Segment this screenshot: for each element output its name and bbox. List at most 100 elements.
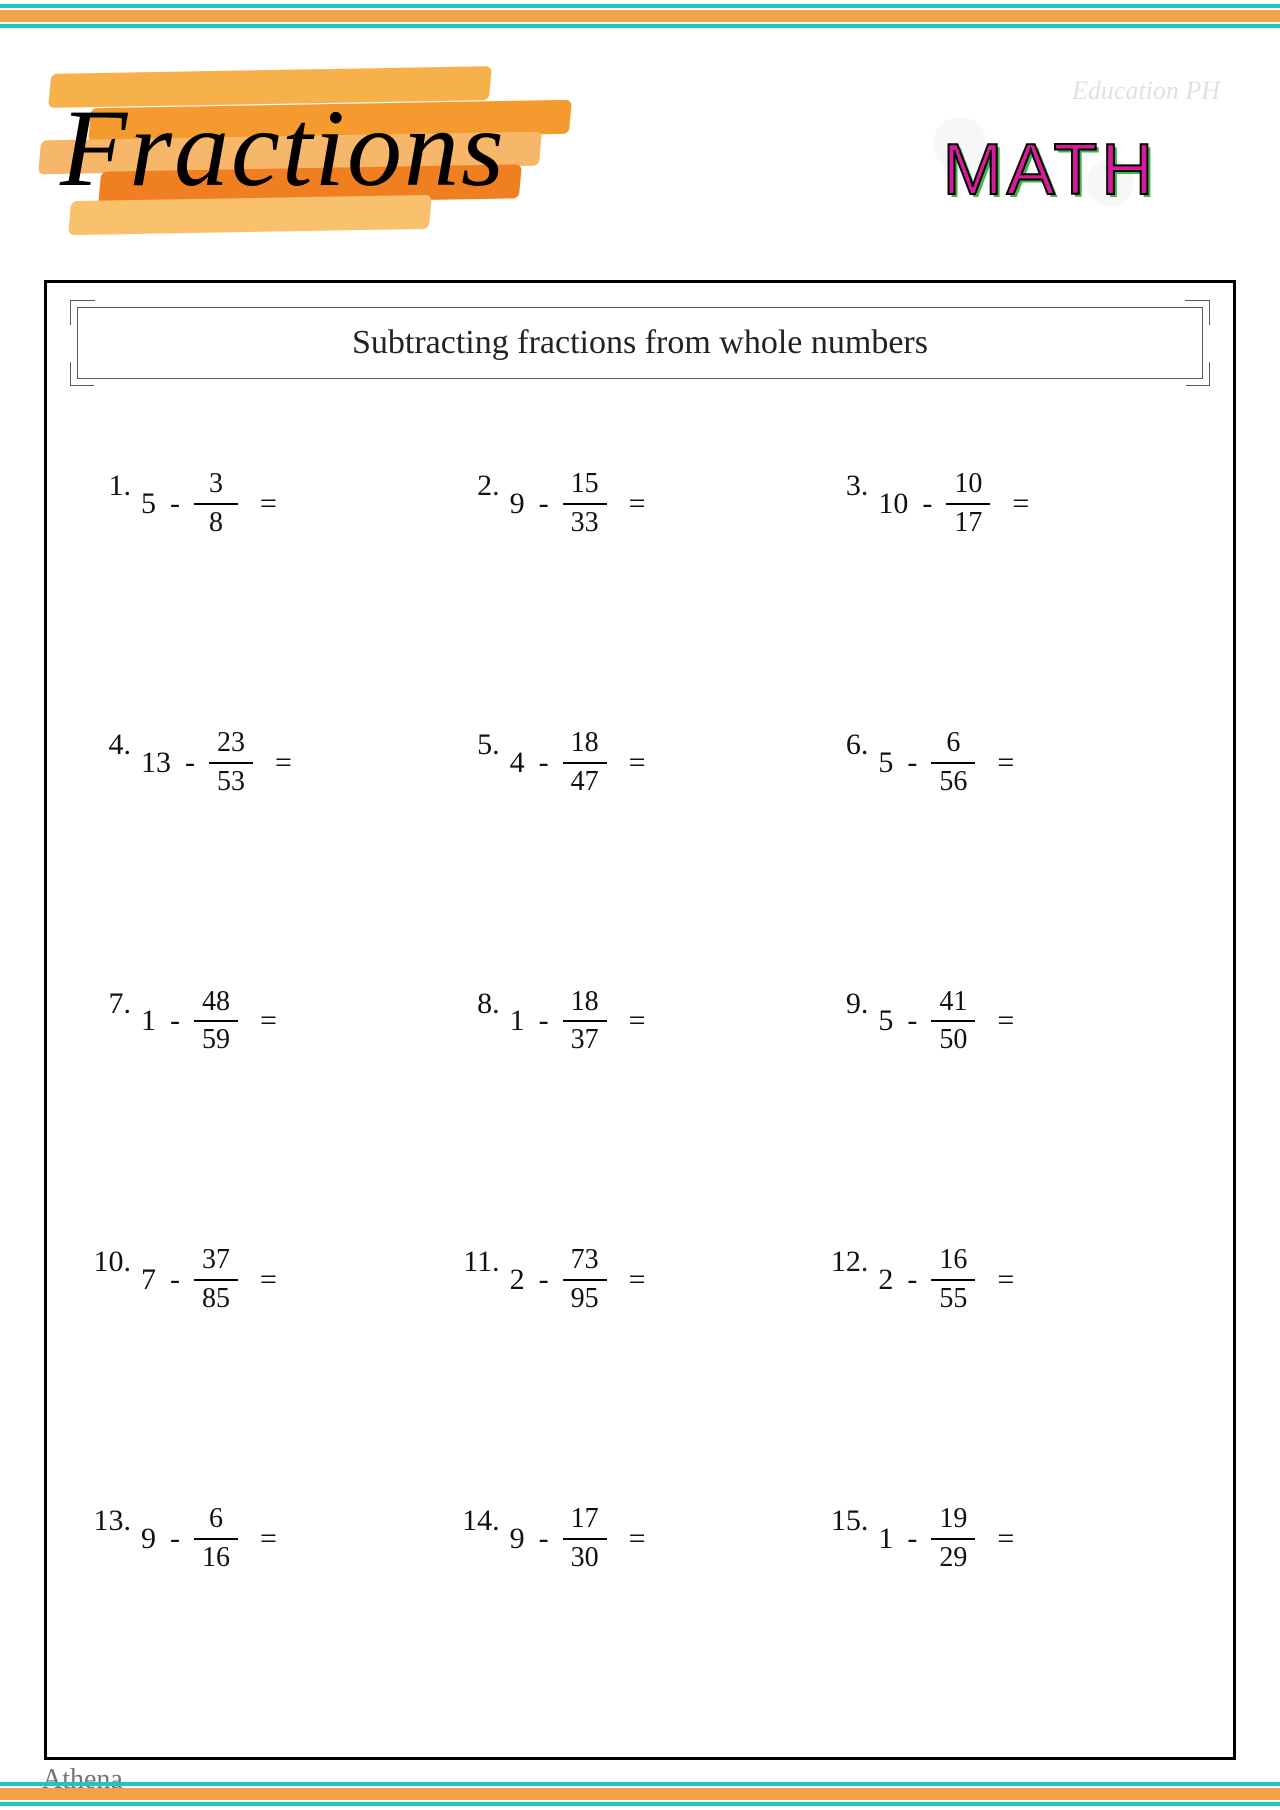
numerator: 10 [948, 469, 988, 500]
minus-sign: - [170, 1522, 180, 1556]
whole-number: 1 [510, 1004, 525, 1038]
fraction: 1730 [563, 1504, 607, 1574]
denominator: 55 [933, 1284, 973, 1315]
math-badge-text: MATH [943, 129, 1158, 211]
problem: 7.1-4859= [87, 981, 456, 1200]
problem: 14.9-1730= [456, 1498, 825, 1717]
problem-expression: 5-4150= [878, 981, 1014, 1057]
problem-number: 1. [87, 463, 141, 503]
minus-sign: - [170, 487, 180, 521]
minus-sign: - [907, 746, 917, 780]
fraction: 4150 [931, 987, 975, 1057]
math-badge: MATH [900, 105, 1200, 235]
page-title: Fractions [60, 85, 506, 212]
problem: 15.1-1929= [824, 1498, 1193, 1717]
stripe-teal-top [0, 1782, 1280, 1786]
equals-sign: = [260, 487, 277, 521]
whole-number: 9 [510, 1522, 525, 1556]
numerator: 3 [203, 469, 229, 500]
minus-sign: - [539, 1263, 549, 1297]
fraction: 3785 [194, 1245, 238, 1315]
problem: 8.1-1837= [456, 981, 825, 1200]
fraction-bar [946, 503, 990, 505]
problem-number: 8. [456, 981, 510, 1021]
equals-sign: = [260, 1004, 277, 1038]
fraction: 4859 [194, 987, 238, 1057]
whole-number: 1 [141, 1004, 156, 1038]
numerator: 37 [196, 1245, 236, 1276]
numerator: 15 [565, 469, 605, 500]
denominator: 37 [565, 1025, 605, 1056]
whole-number: 9 [510, 487, 525, 521]
stripe-teal-bottom [0, 1802, 1280, 1806]
problem-number: 6. [824, 722, 878, 762]
numerator: 16 [933, 1245, 973, 1276]
whole-number: 7 [141, 1263, 156, 1297]
fraction: 7395 [563, 1245, 607, 1315]
whole-number: 5 [141, 487, 156, 521]
equals-sign: = [997, 1004, 1014, 1038]
fraction-bar [563, 1538, 607, 1540]
stripe-teal-top [0, 4, 1280, 8]
minus-sign: - [185, 746, 195, 780]
fraction: 1929 [931, 1504, 975, 1574]
fraction-bar [931, 1538, 975, 1540]
problem-expression: 2-7395= [510, 1239, 646, 1315]
problem-number: 3. [824, 463, 878, 503]
denominator: 17 [948, 508, 988, 539]
equals-sign: = [629, 746, 646, 780]
minus-sign: - [922, 487, 932, 521]
fraction-bar [194, 1020, 238, 1022]
equals-sign: = [260, 1263, 277, 1297]
fraction: 1655 [931, 1245, 975, 1315]
denominator: 47 [565, 767, 605, 798]
denominator: 8 [203, 508, 229, 539]
whole-number: 9 [141, 1522, 156, 1556]
fraction: 616 [194, 1504, 238, 1574]
problem-expression: 1-1837= [510, 981, 646, 1057]
whole-number: 4 [510, 746, 525, 780]
denominator: 95 [565, 1284, 605, 1315]
numerator: 73 [565, 1245, 605, 1276]
problem-number: 2. [456, 463, 510, 503]
problem-expression: 7-3785= [141, 1239, 277, 1315]
whole-number: 10 [878, 487, 908, 521]
bottom-stripe-group [0, 1782, 1280, 1810]
equals-sign: = [997, 1522, 1014, 1556]
denominator: 50 [933, 1025, 973, 1056]
fraction-bar [931, 1020, 975, 1022]
equals-sign: = [629, 487, 646, 521]
fraction-bar [931, 762, 975, 764]
whole-number: 13 [141, 746, 171, 780]
top-stripe-group [0, 0, 1280, 28]
minus-sign: - [907, 1263, 917, 1297]
fraction-bar [931, 1279, 975, 1281]
problem: 4.13-2353= [87, 722, 456, 941]
fraction-bar [563, 1020, 607, 1022]
numerator: 48 [196, 987, 236, 1018]
fraction-bar [563, 762, 607, 764]
problem: 11.2-7395= [456, 1239, 825, 1458]
denominator: 29 [933, 1543, 973, 1574]
denominator: 33 [565, 508, 605, 539]
whole-number: 2 [878, 1263, 893, 1297]
problem: 6.5-656= [824, 722, 1193, 941]
problem-number: 14. [456, 1498, 510, 1538]
equals-sign: = [629, 1004, 646, 1038]
fraction-bar [194, 1279, 238, 1281]
fraction-bar [194, 503, 238, 505]
problem-number: 10. [87, 1239, 141, 1279]
fraction: 1017 [946, 469, 990, 539]
equals-sign: = [1012, 487, 1029, 521]
problem: 9.5-4150= [824, 981, 1193, 1200]
numerator: 6 [940, 728, 966, 759]
equals-sign: = [260, 1522, 277, 1556]
numerator: 19 [933, 1504, 973, 1535]
problem: 3.10-1017= [824, 463, 1193, 682]
problem-number: 4. [87, 722, 141, 762]
problem-number: 5. [456, 722, 510, 762]
subtitle-box: Subtracting fractions from whole numbers [77, 307, 1203, 379]
minus-sign: - [907, 1522, 917, 1556]
denominator: 30 [565, 1543, 605, 1574]
problem-expression: 2-1655= [878, 1239, 1014, 1315]
